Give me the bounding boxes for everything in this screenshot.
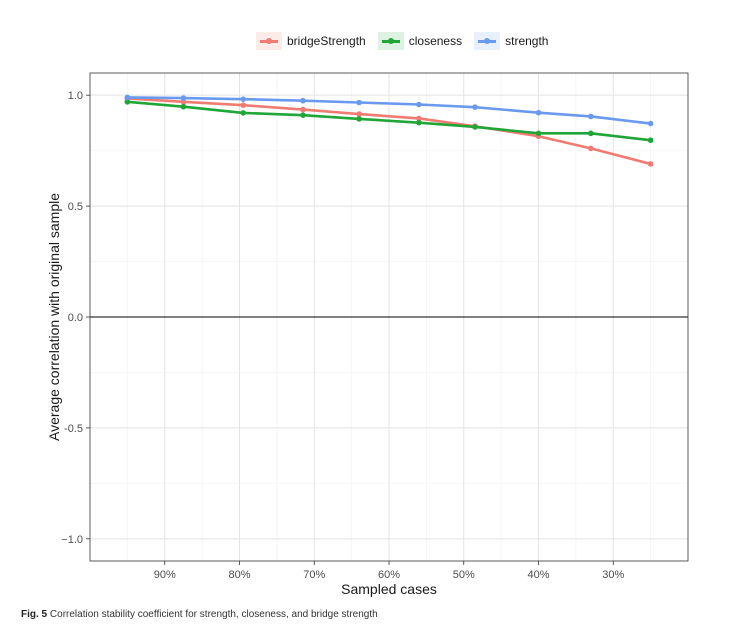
point-strength: [356, 99, 362, 106]
point-strength: [416, 101, 422, 108]
caption-text: Correlation stability coefficient for st…: [49, 609, 378, 620]
point-closeness: [472, 124, 478, 130]
point-bridgestrength: [647, 161, 654, 167]
axes: [86, 94, 614, 565]
figure-caption: Fig. 5 Correlation stability coefficient…: [21, 609, 378, 620]
x-tick-label: 30%: [602, 569, 624, 581]
x-tick-label: 90%: [154, 569, 176, 581]
point-bridgestrength: [416, 115, 422, 122]
axis-labels: 90% 80% 70% 60% 50% 40% 30% 1.0 0.5 0.0 -0.5 −1.0 Sa…: [46, 90, 624, 597]
y-tick-label: 0.0: [68, 312, 83, 324]
point-closeness: [300, 112, 306, 118]
x-tick-label: 70%: [303, 569, 325, 581]
point-closeness: [647, 137, 654, 144]
legend: bridgeStrength closeness strength: [256, 32, 560, 50]
x-axis-title: Sampled cases: [341, 581, 437, 597]
plot-panel-border: [89, 72, 689, 562]
point-strength: [535, 109, 542, 116]
series-lines: [90, 96, 688, 318]
point-strength: [300, 97, 306, 104]
point-bridgestrength: [588, 145, 594, 152]
y-axis-title: Average correlation with original sample: [46, 193, 62, 441]
legend-key-closeness: [377, 32, 404, 50]
series-points: [124, 94, 654, 167]
point-bridgestrength: [240, 102, 247, 108]
point-closeness: [588, 130, 594, 137]
point-closeness: [356, 116, 362, 122]
x-tick-label: 60%: [378, 569, 400, 581]
point-strength: [240, 96, 247, 102]
point-closeness: [180, 103, 187, 110]
legend-label-bridgestrength: bridgeStrength: [287, 34, 366, 48]
line-strength: [127, 96, 651, 125]
point-closeness: [124, 99, 131, 105]
point-bridgestrength: [356, 111, 362, 117]
y-tick-label: 0.5: [68, 201, 83, 213]
caption-label: Fig. 5: [21, 609, 48, 620]
line-closeness: [127, 100, 651, 142]
legend-item-bridgestrength: bridgeStrength: [256, 32, 366, 50]
point-closeness: [240, 110, 247, 116]
point-closeness: [416, 119, 422, 126]
point-strength: [647, 120, 654, 127]
y-tick-label: 1.0: [68, 90, 83, 102]
x-tick-label: 40%: [527, 569, 549, 581]
legend-item-closeness: closeness: [377, 32, 463, 50]
x-tick-label: 50%: [453, 569, 475, 581]
point-strength: [472, 104, 478, 110]
legend-key-strength: [474, 32, 501, 50]
y-tick-label: −1.0: [61, 534, 83, 546]
legend-label-strength: strength: [505, 34, 549, 48]
point-strength: [124, 94, 131, 101]
x-tick-label: 80%: [228, 569, 250, 581]
legend-item-strength: strength: [474, 32, 548, 50]
legend-key-bridgestrength: [256, 32, 282, 50]
point-strength: [180, 95, 187, 101]
point-closeness: [535, 130, 542, 137]
line-bridgestrength: [127, 97, 651, 166]
legend-label-closeness: closeness: [408, 34, 463, 48]
y-tick-label: -0.5: [64, 423, 83, 435]
point-bridgestrength: [300, 106, 306, 113]
point-strength: [588, 113, 594, 120]
